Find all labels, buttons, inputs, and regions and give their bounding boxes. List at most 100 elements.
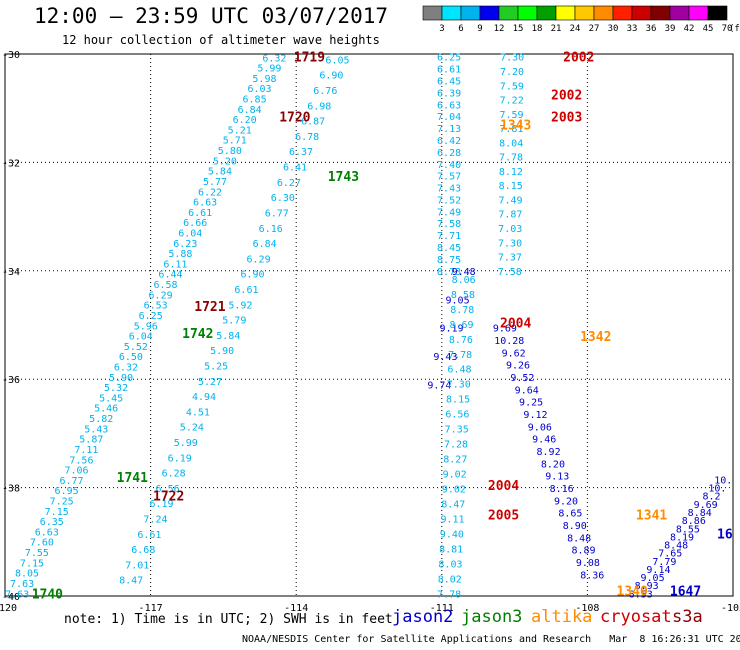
wave-height-label: 8.76 bbox=[449, 335, 473, 346]
wave-height-label: 5.21 bbox=[228, 125, 252, 136]
wave-height-label: 5.92 bbox=[228, 300, 252, 311]
wave-height-label: 8.90 bbox=[563, 521, 587, 532]
wave-height-label: 8.06 bbox=[452, 275, 476, 286]
wave-height-label: 9.48 bbox=[452, 267, 476, 278]
wave-height-label: 7.04 bbox=[437, 112, 461, 123]
wave-height-label: 7.15 bbox=[20, 558, 44, 569]
wave-height-label: 6.29 bbox=[149, 290, 173, 301]
wave-height-label: 7.35 bbox=[445, 425, 469, 436]
wave-height-label: 5.25 bbox=[204, 361, 228, 372]
wave-height-label: 6.63 bbox=[193, 198, 217, 209]
wave-height-label: 7.43 bbox=[437, 184, 461, 195]
wave-height-label: 9.13 bbox=[545, 472, 569, 483]
wave-height-label: 6.61 bbox=[234, 285, 258, 296]
wave-height-label: 6.58 bbox=[153, 280, 177, 291]
wave-height-label: 6.23 bbox=[173, 239, 197, 250]
wave-height-label: 9.20 bbox=[554, 496, 578, 507]
y-tick-label: -38 bbox=[2, 484, 20, 495]
wave-height-label: 6.25 bbox=[437, 53, 461, 64]
wave-height-label: 6.77 bbox=[265, 208, 289, 219]
wave-height-label: 6.11 bbox=[163, 259, 187, 270]
wave-height-label: 5.45 bbox=[99, 393, 123, 404]
wave-height-label: 5.24 bbox=[180, 423, 204, 434]
wave-height-label: 8.65 bbox=[558, 509, 582, 520]
wave-height-label: 6.32 bbox=[262, 53, 286, 64]
wave-height-label: 7.22 bbox=[500, 96, 524, 107]
wave-height-label: 8.15 bbox=[446, 395, 470, 406]
wave-height-label: 8.84 bbox=[688, 508, 712, 519]
wave-height-label: 8.15 bbox=[499, 181, 523, 192]
x-tick-label: -105 bbox=[721, 603, 740, 614]
wave-height-label: 7.15 bbox=[45, 507, 69, 518]
wave-height-label: 8.55 bbox=[676, 524, 700, 535]
colorbar-swatch bbox=[612, 5, 633, 21]
wave-height-label: 6.25 bbox=[139, 311, 163, 322]
wave-height-label: 6.28 bbox=[437, 148, 461, 159]
wave-height-label: 9.26 bbox=[506, 361, 530, 372]
wave-height-label: 6.35 bbox=[40, 517, 64, 528]
wave-height-label: 8.04 bbox=[499, 138, 523, 149]
y-tick-label: -40 bbox=[2, 592, 20, 603]
wave-height-label: 6.04 bbox=[178, 228, 202, 239]
wave-height-label: 8.12 bbox=[499, 167, 523, 178]
pass-time-label: 2002 bbox=[563, 51, 594, 66]
wave-height-label: 9.62 bbox=[502, 348, 526, 359]
wave-height-label: 7.03 bbox=[498, 224, 522, 235]
wave-height-label: 6.39 bbox=[437, 88, 461, 99]
wave-height-label: 7.79 bbox=[652, 557, 676, 568]
wave-height-label: 5.88 bbox=[168, 249, 192, 260]
colorbar-swatch bbox=[593, 5, 614, 21]
wave-height-label: 6.45 bbox=[437, 76, 461, 87]
colorbar-label: 27 bbox=[589, 24, 600, 34]
wave-height-label: 6.42 bbox=[437, 136, 461, 147]
wave-height-label: 6.68 bbox=[131, 545, 155, 556]
wave-height-label: 5.98 bbox=[252, 74, 276, 85]
wave-height-label: 6.84 bbox=[238, 105, 262, 116]
wave-height-label: 4.94 bbox=[192, 392, 216, 403]
wave-height-label: 7.63 bbox=[10, 579, 34, 590]
colorbar-swatch bbox=[441, 5, 462, 21]
wave-height-label: 6.98 bbox=[307, 101, 331, 112]
footer-credit: NOAA/NESDIS Center for Satellite Applica… bbox=[242, 634, 740, 645]
y-tick-label: -36 bbox=[2, 375, 20, 386]
wave-height-label: 5.46 bbox=[94, 404, 118, 415]
wave-height-label: 6.50 bbox=[119, 352, 143, 363]
colorbar-label: 3 bbox=[439, 24, 444, 34]
colorbar-label: 30 bbox=[608, 24, 619, 34]
wave-height-label: 5.20 bbox=[213, 156, 237, 167]
colorbar-swatch bbox=[631, 5, 652, 21]
wave-height-label: 7.49 bbox=[437, 207, 461, 218]
colorbar-swatch bbox=[650, 5, 671, 21]
wave-height-label: 7.56 bbox=[69, 455, 93, 466]
wave-height-label: 7.11 bbox=[74, 445, 98, 456]
colorbar-label: (ft) bbox=[729, 24, 740, 34]
pass-time-label: 1647 bbox=[670, 585, 701, 600]
wave-height-label: 6.05 bbox=[325, 55, 349, 66]
wave-height-label: 7.55 bbox=[25, 548, 49, 559]
wave-height-label: 9.12 bbox=[523, 410, 547, 421]
colorbar-swatch bbox=[669, 5, 690, 21]
wave-height-label: 7.59 bbox=[500, 81, 524, 92]
plot-frame bbox=[4, 53, 734, 597]
wave-height-label: 6.19 bbox=[168, 453, 192, 464]
pass-time-label: 1741 bbox=[117, 471, 148, 486]
wave-height-label: 7.30 bbox=[500, 53, 524, 64]
wave-height-label: 7.24 bbox=[143, 515, 167, 526]
wave-height-label: 7.78 bbox=[437, 589, 461, 600]
wave-height-label: 8.27 bbox=[443, 455, 467, 466]
wave-height-label: 7.52 bbox=[437, 195, 461, 206]
wave-height-label: 6.20 bbox=[233, 115, 257, 126]
wave-height-label: 9.02 bbox=[442, 485, 466, 496]
chart-subtitle: 12 hour collection of altimeter wave hei… bbox=[62, 33, 380, 47]
wave-height-label: 8.78 bbox=[450, 305, 474, 316]
wave-height-label: 7.78 bbox=[448, 350, 472, 361]
pass-time-label: 1742 bbox=[182, 327, 213, 342]
wave-height-label: 8.48 bbox=[567, 533, 591, 544]
wave-height-label: 6.87 bbox=[301, 117, 325, 128]
wave-height-label: 5.96 bbox=[134, 321, 158, 332]
wave-height-label: 7.58 bbox=[498, 267, 522, 278]
wave-height-label: 9.05 bbox=[641, 573, 665, 584]
wave-height-label: 9.05 bbox=[446, 295, 470, 306]
colorbar-label: 15 bbox=[513, 24, 524, 34]
pass-time-label: 1341 bbox=[636, 509, 667, 524]
